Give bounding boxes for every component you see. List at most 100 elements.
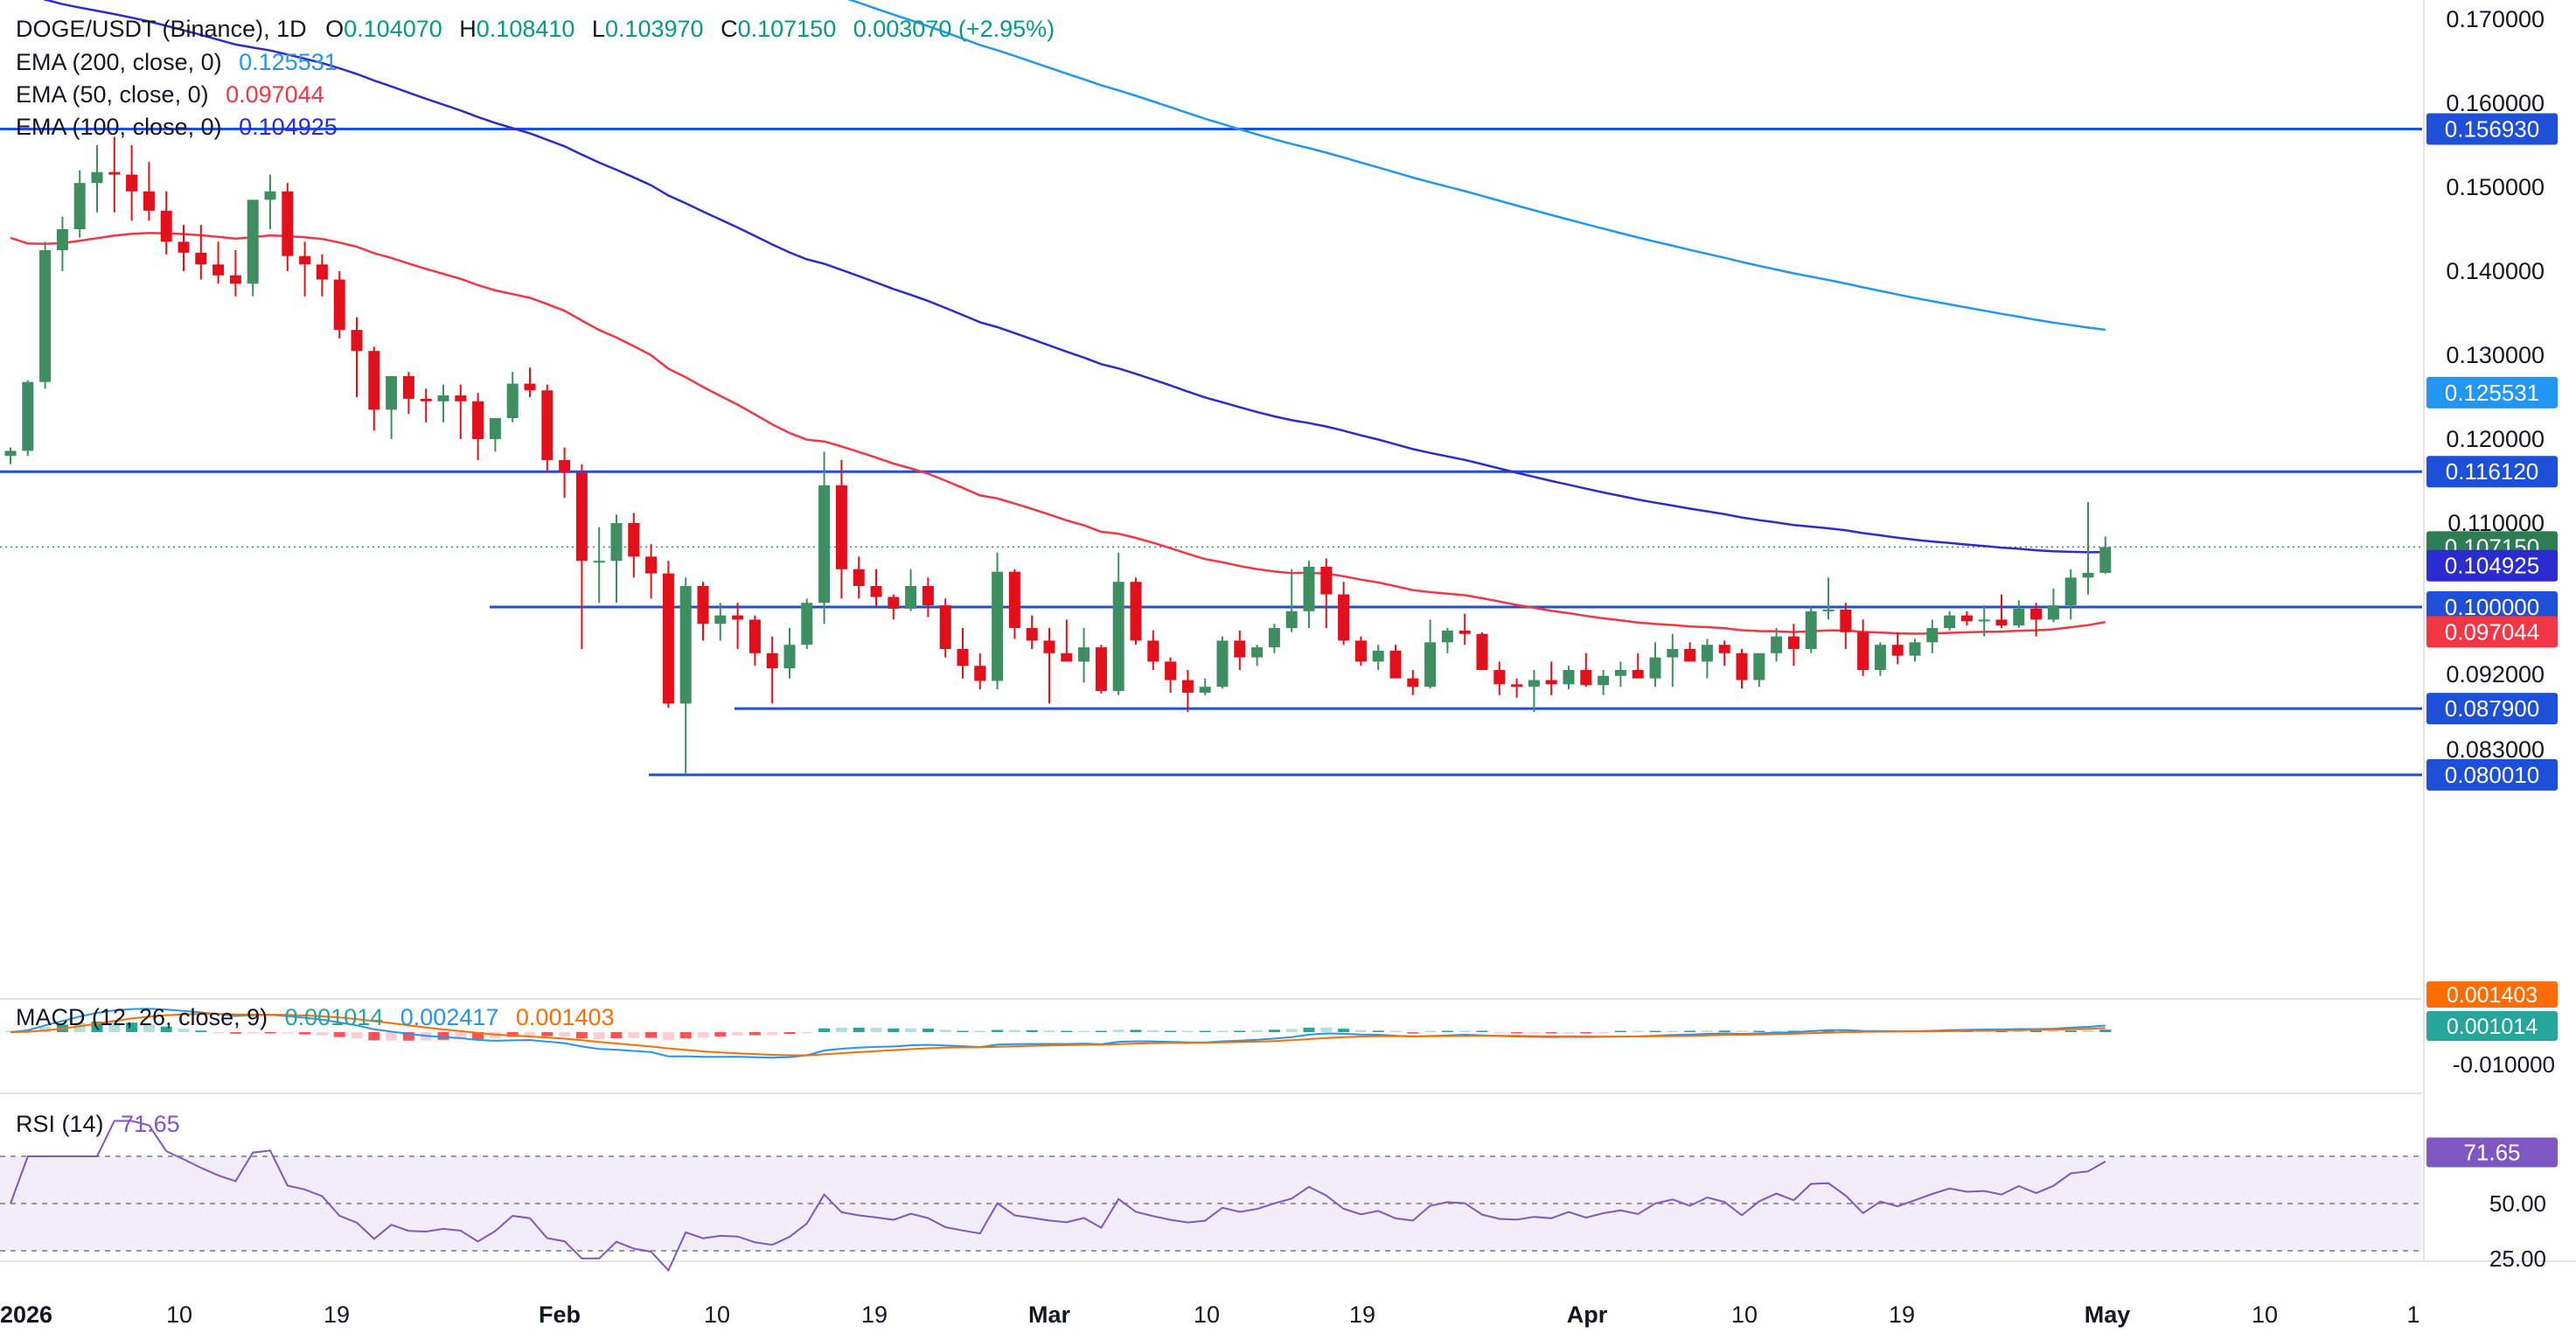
macd-label: MACD (12, 26, close, 9) — [16, 1004, 268, 1030]
candle-body — [333, 279, 345, 331]
macd-histogram-bar — [1320, 1027, 1333, 1032]
candle-body — [1061, 653, 1073, 662]
ema200-legend: EMA (200, close, 0) 0.125531 — [16, 49, 338, 76]
time-tick-label: 19 — [324, 1302, 350, 1328]
candle-body — [559, 460, 571, 473]
time-tick-label: 10 — [166, 1302, 192, 1328]
macd-pane[interactable]: 0.001403 0.001014 -0.010000 — [4, 981, 2559, 1078]
price-tick-label: 0.160000 — [2446, 90, 2545, 116]
macd-histogram-bar — [126, 1022, 138, 1032]
macd-histogram-bar — [1165, 1030, 1177, 1032]
time-tick-label: May — [2085, 1302, 2131, 1328]
candle-body — [1684, 649, 1696, 662]
candle-body — [1926, 628, 1939, 643]
macd-histogram-bar — [1667, 1030, 1679, 1032]
candle-body — [1840, 609, 1852, 632]
macd-histogram-bar — [1338, 1029, 1350, 1032]
candle-body — [1441, 630, 1453, 643]
ema50-value: 0.097044 — [226, 81, 324, 108]
macd-histogram-bar — [1061, 1030, 1073, 1032]
candle-body — [437, 395, 449, 401]
candle-body — [4, 450, 17, 457]
ema100-line — [42, 0, 2106, 554]
macd-histogram-bar — [1632, 1030, 1644, 1032]
macd-histogram-bar — [593, 1032, 605, 1039]
macd-histogram-bar — [195, 1030, 207, 1032]
candle-body — [1026, 628, 1038, 641]
macd-histogram-bar — [455, 1032, 467, 1040]
candle-body — [1216, 640, 1229, 687]
close-value: 0.107150 — [737, 16, 837, 42]
candle-body — [1701, 645, 1713, 662]
rsi-tick-label: 50.00 — [2489, 1190, 2546, 1217]
macd-histogram-bar — [316, 1032, 328, 1036]
candle-body — [714, 615, 727, 625]
price-tick-label: 0.150000 — [2446, 174, 2545, 200]
rsi-pane[interactable]: 71.65 50.00 25.00 — [0, 1120, 2558, 1273]
candle-body — [1338, 594, 1350, 641]
candle-body — [1580, 670, 1592, 686]
price-axis[interactable]: 0.170000 0.160000 0.150000 0.140000 0.130000… — [2446, 6, 2545, 763]
candle-body — [1944, 615, 1956, 628]
macd-histogram-bar — [1268, 1029, 1280, 1032]
price-tick-label: 0.110000 — [2447, 510, 2545, 536]
macd-histogram-bar — [1026, 1029, 1038, 1032]
macd-histogram-bar — [1493, 1032, 1506, 1034]
candle-body — [1199, 687, 1211, 693]
macd-histogram-bar — [402, 1032, 414, 1041]
symbol-title: DOGE/USDT (Binance), 1D — [16, 16, 307, 42]
macd-signal-value: 0.001403 — [515, 1004, 615, 1030]
macd-histogram-bar — [645, 1032, 658, 1038]
ema50-legend: EMA (50, close, 0) 0.097044 — [16, 81, 324, 108]
candle-body — [1095, 647, 1107, 691]
time-axis[interactable]: 2026 10 19 Feb 10 19 Mar 10 19 Apr 10 19 May 10 1 — [0, 1302, 2420, 1328]
candle-body — [1424, 642, 1437, 687]
candle-body — [610, 523, 623, 562]
candlesticks[interactable] — [4, 136, 2112, 775]
candle-body — [247, 199, 259, 284]
macd-histogram-bar — [1234, 1030, 1246, 1032]
macd-histogram-bar — [1840, 1029, 1852, 1032]
change-value: 0.003070 (+2.95%) — [853, 16, 1055, 42]
macd-histogram-bar — [160, 1026, 172, 1032]
candle-body — [992, 571, 1004, 681]
candle-body — [783, 645, 796, 669]
macd-histogram-bar — [282, 1032, 294, 1034]
time-tick-label: Mar — [1028, 1302, 1071, 1328]
macd-histogram-bar — [662, 1032, 674, 1041]
macd-histogram-bar — [870, 1028, 882, 1032]
ema50-label: EMA (50, close, 0) — [16, 81, 209, 108]
candle-body — [766, 653, 778, 669]
macd-histogram-bar — [1147, 1029, 1159, 1032]
candle-body — [2064, 577, 2077, 606]
candle-body — [178, 241, 190, 253]
macd-histogram-bar — [1598, 1032, 1610, 1034]
macd-histogram-bar — [853, 1027, 865, 1032]
ema100-badge-label: 0.104925 — [2445, 553, 2539, 579]
macd-histogram-bar — [1216, 1030, 1229, 1032]
ema-lines — [10, 0, 2106, 635]
candle-body — [368, 351, 380, 410]
macd-histogram-bar — [2013, 1030, 2025, 1032]
candle-body — [316, 264, 328, 280]
candle-body — [1787, 636, 1800, 649]
candle-body — [1753, 653, 1765, 680]
macd-histogram-bar — [1441, 1030, 1453, 1032]
candle-body — [939, 605, 951, 649]
macd-hist-badge-label: 0.001014 — [2447, 1015, 2538, 1039]
macd-hist-value: 0.001014 — [284, 1004, 384, 1030]
candle-body — [1459, 630, 1471, 634]
candle-body — [1805, 611, 1817, 649]
horizontal-levels[interactable]: 0.156930 0.116120 0.100000 0.087900 0.080010… — [0, 113, 2558, 791]
macd-histogram-bar — [1787, 1030, 1800, 1032]
macd-histogram-bar — [818, 1028, 831, 1032]
macd-histogram-bar — [939, 1029, 951, 1032]
candle-body — [1078, 647, 1090, 662]
macd-histogram-bar — [386, 1032, 398, 1041]
macd-histogram-bar — [472, 1032, 484, 1040]
level-badge-label: 0.080010 — [2445, 762, 2539, 788]
candle-body — [1960, 615, 1973, 622]
candle-body — [974, 666, 986, 681]
price-tick-label: 0.130000 — [2446, 342, 2545, 368]
